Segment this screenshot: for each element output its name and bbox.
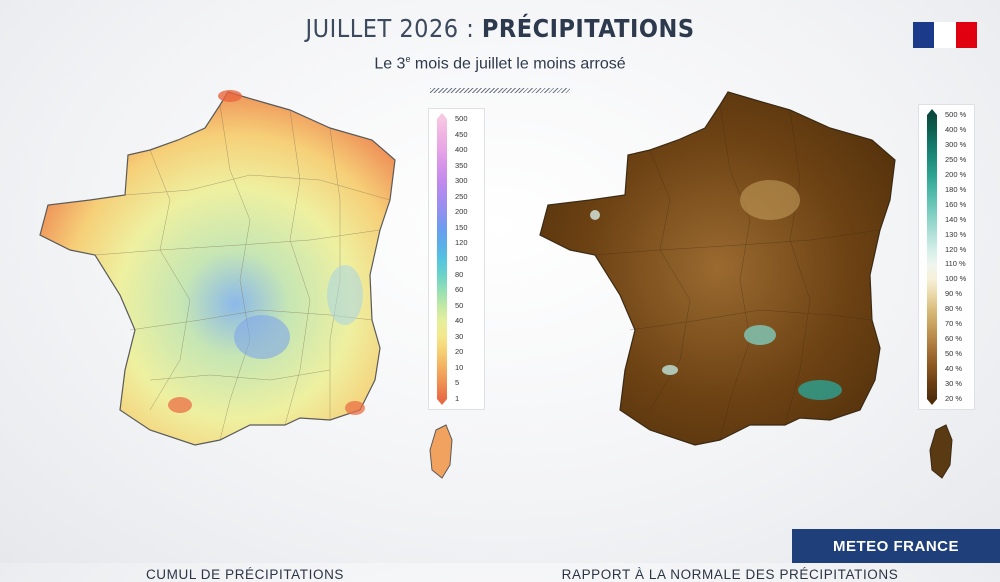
subtitle-end: mois de juillet le moins arrosé (410, 55, 626, 73)
legend-tick-label: 500 (455, 114, 468, 123)
caption-precip-ratio: RAPPORT À LA NORMALE DES PRÉCIPITATIONS (561, 567, 899, 582)
legend-tick-label: 130 % (945, 229, 967, 239)
corsica-ratio (929, 424, 953, 479)
legend-tick-label: 120 % (945, 244, 967, 254)
meteo-france-brand: METEO FRANCE (792, 529, 1000, 563)
precip-low-provence (345, 401, 365, 415)
legend-tick-label: 10 (455, 362, 464, 372)
legend-tick-label: 50 % (945, 349, 963, 359)
legend-tick-label: 300 (455, 176, 468, 186)
legend-tick-label: 100 (455, 254, 468, 263)
legend-ratio-arrow-down (927, 399, 937, 405)
legend-tick-label: 50 (455, 300, 464, 310)
legend-tick-label: 40 (455, 316, 464, 326)
legend-tick-label: 200 (455, 207, 468, 217)
corsica-precip (429, 424, 453, 479)
ratio-wet-spot (662, 365, 678, 375)
legend-tick-label: 120 (455, 238, 468, 248)
legend-ratio-colorbar (927, 115, 937, 399)
legend-tick-label: 40 % (945, 364, 963, 374)
subtitle-start: Le 3 (374, 55, 406, 73)
title-date: JUILLET 2026 : (305, 14, 482, 43)
flag-blue (913, 22, 935, 48)
legend-tick-label: 180 % (945, 184, 967, 194)
ratio-wet-brittany (590, 210, 600, 220)
legend-tick-label: 90 % (945, 289, 963, 299)
title-divider (430, 88, 570, 93)
ratio-wet-massif (744, 325, 776, 345)
precipitation-total-map: CUMUL DE PRÉCIPITATIONS (0, 80, 500, 582)
legend-tick-label: 30 % (945, 379, 963, 389)
legend-arrow-up (437, 113, 447, 119)
legend-tick-label: 250 (455, 191, 468, 201)
page-title: JUILLET 2026 : PRÉCIPITATIONS (0, 14, 1000, 43)
legend-arrow-down (437, 399, 447, 405)
legend-tick-label: 250 % (945, 154, 967, 164)
ratio-light-center (740, 180, 800, 220)
flag-red (955, 22, 977, 48)
legend-tick-label: 100 % (945, 274, 967, 284)
legend-tick-label: 20 % (945, 394, 963, 403)
legend-tick-label: 60 (455, 285, 464, 295)
precip-low-north (218, 90, 242, 102)
legend-tick-label: 150 (455, 222, 468, 232)
legend-tick-label: 70 % (945, 319, 963, 329)
france-map-precip (39, 90, 453, 479)
legend-tick-label: 200 % (945, 169, 967, 179)
page-subtitle: Le 3e mois de juillet le moins arrosé (0, 54, 1000, 73)
caption-precip-total: CUMUL DE PRÉCIPITATIONS (145, 567, 345, 582)
precip-high-zone (234, 315, 290, 359)
legend-tick-label: 450 (455, 129, 468, 139)
france-map-ratio (539, 91, 953, 479)
republique-francaise-logo (913, 22, 977, 48)
legend-tick-label: 60 % (945, 334, 963, 344)
legend-tick-label: 300 % (945, 139, 967, 149)
department-borders (94, 104, 391, 441)
france-outline-ratio (539, 91, 896, 446)
flag-white (934, 22, 956, 48)
legend-tick-label: 500 % (945, 110, 967, 119)
legend-tick-label: 5 (455, 378, 460, 388)
legend-colorbar (437, 119, 447, 399)
legend-tick-label: 160 % (945, 199, 967, 209)
ratio-wet-south (798, 380, 842, 400)
precip-low-pyrenees (168, 397, 192, 413)
legend-tick-label: 1 (455, 394, 460, 403)
title-topic: PRÉCIPITATIONS (481, 14, 695, 43)
france-outline-precip (39, 91, 396, 446)
legend-tick-label: 110 % (945, 259, 966, 269)
department-borders-ratio (594, 104, 881, 441)
legend-precip-ratio: 500 % 400 % 300 % 250 % 200 % 180 % 160 % 140 %… (918, 104, 975, 410)
legend-tick-label: 140 % (945, 214, 967, 224)
legend-tick-label: 400 (455, 145, 468, 155)
legend-tick-label: 30 (455, 331, 464, 341)
precip-alps-zone (327, 265, 363, 325)
legend-precip-mm: 500 450 400 350 300 250 200 150 120 100 80 60 50 40 30… (428, 108, 485, 410)
legend-tick-label: 350 (455, 160, 468, 170)
legend-tick-label: 20 (455, 347, 464, 357)
legend-tick-label: 80 (455, 269, 464, 279)
legend-tick-label: 400 % (945, 124, 967, 134)
legend-tick-label: 80 % (945, 304, 963, 314)
legend-ratio-arrow-up (927, 109, 937, 115)
subtitle-superscript: e (405, 54, 411, 64)
